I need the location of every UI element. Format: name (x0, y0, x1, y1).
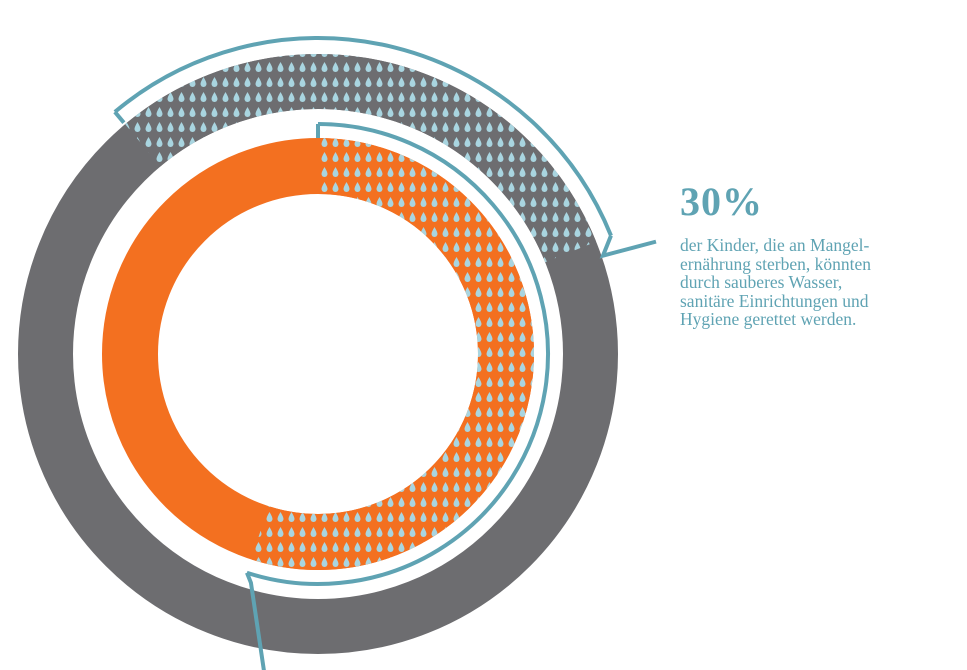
inner-leader-pointer (245, 572, 266, 670)
callout-unit: % (722, 179, 763, 224)
inner-ring (102, 138, 534, 570)
callout-line: durch sauberes Wasser, (680, 272, 843, 292)
callout-line: sanitäre Einrichtungen und (680, 290, 869, 311)
callout-line: der Kinder, die an Mangel- (680, 235, 870, 255)
callout: 30% der Kinder, die an Mangel- ernährung… (680, 182, 965, 329)
outer-leader-pointer (599, 234, 657, 259)
inner-leader-arc (246, 122, 550, 586)
leader-lines (113, 36, 657, 670)
outer-ring-highlight (125, 54, 597, 263)
inner-ring-highlight (251, 138, 534, 570)
callout-line: Hygiene gerettet werden. (680, 309, 857, 329)
callout-value: 30 (680, 179, 722, 224)
callout-line: ernährung sterben, könnten (680, 253, 871, 274)
callout-percentage: 30% (680, 182, 965, 222)
callout-description: der Kinder, die an Mangel- ernährung ste… (680, 236, 965, 329)
outer-leader-tick (113, 110, 126, 124)
outer-ring (18, 54, 618, 654)
outer-leader-arc (113, 36, 613, 237)
